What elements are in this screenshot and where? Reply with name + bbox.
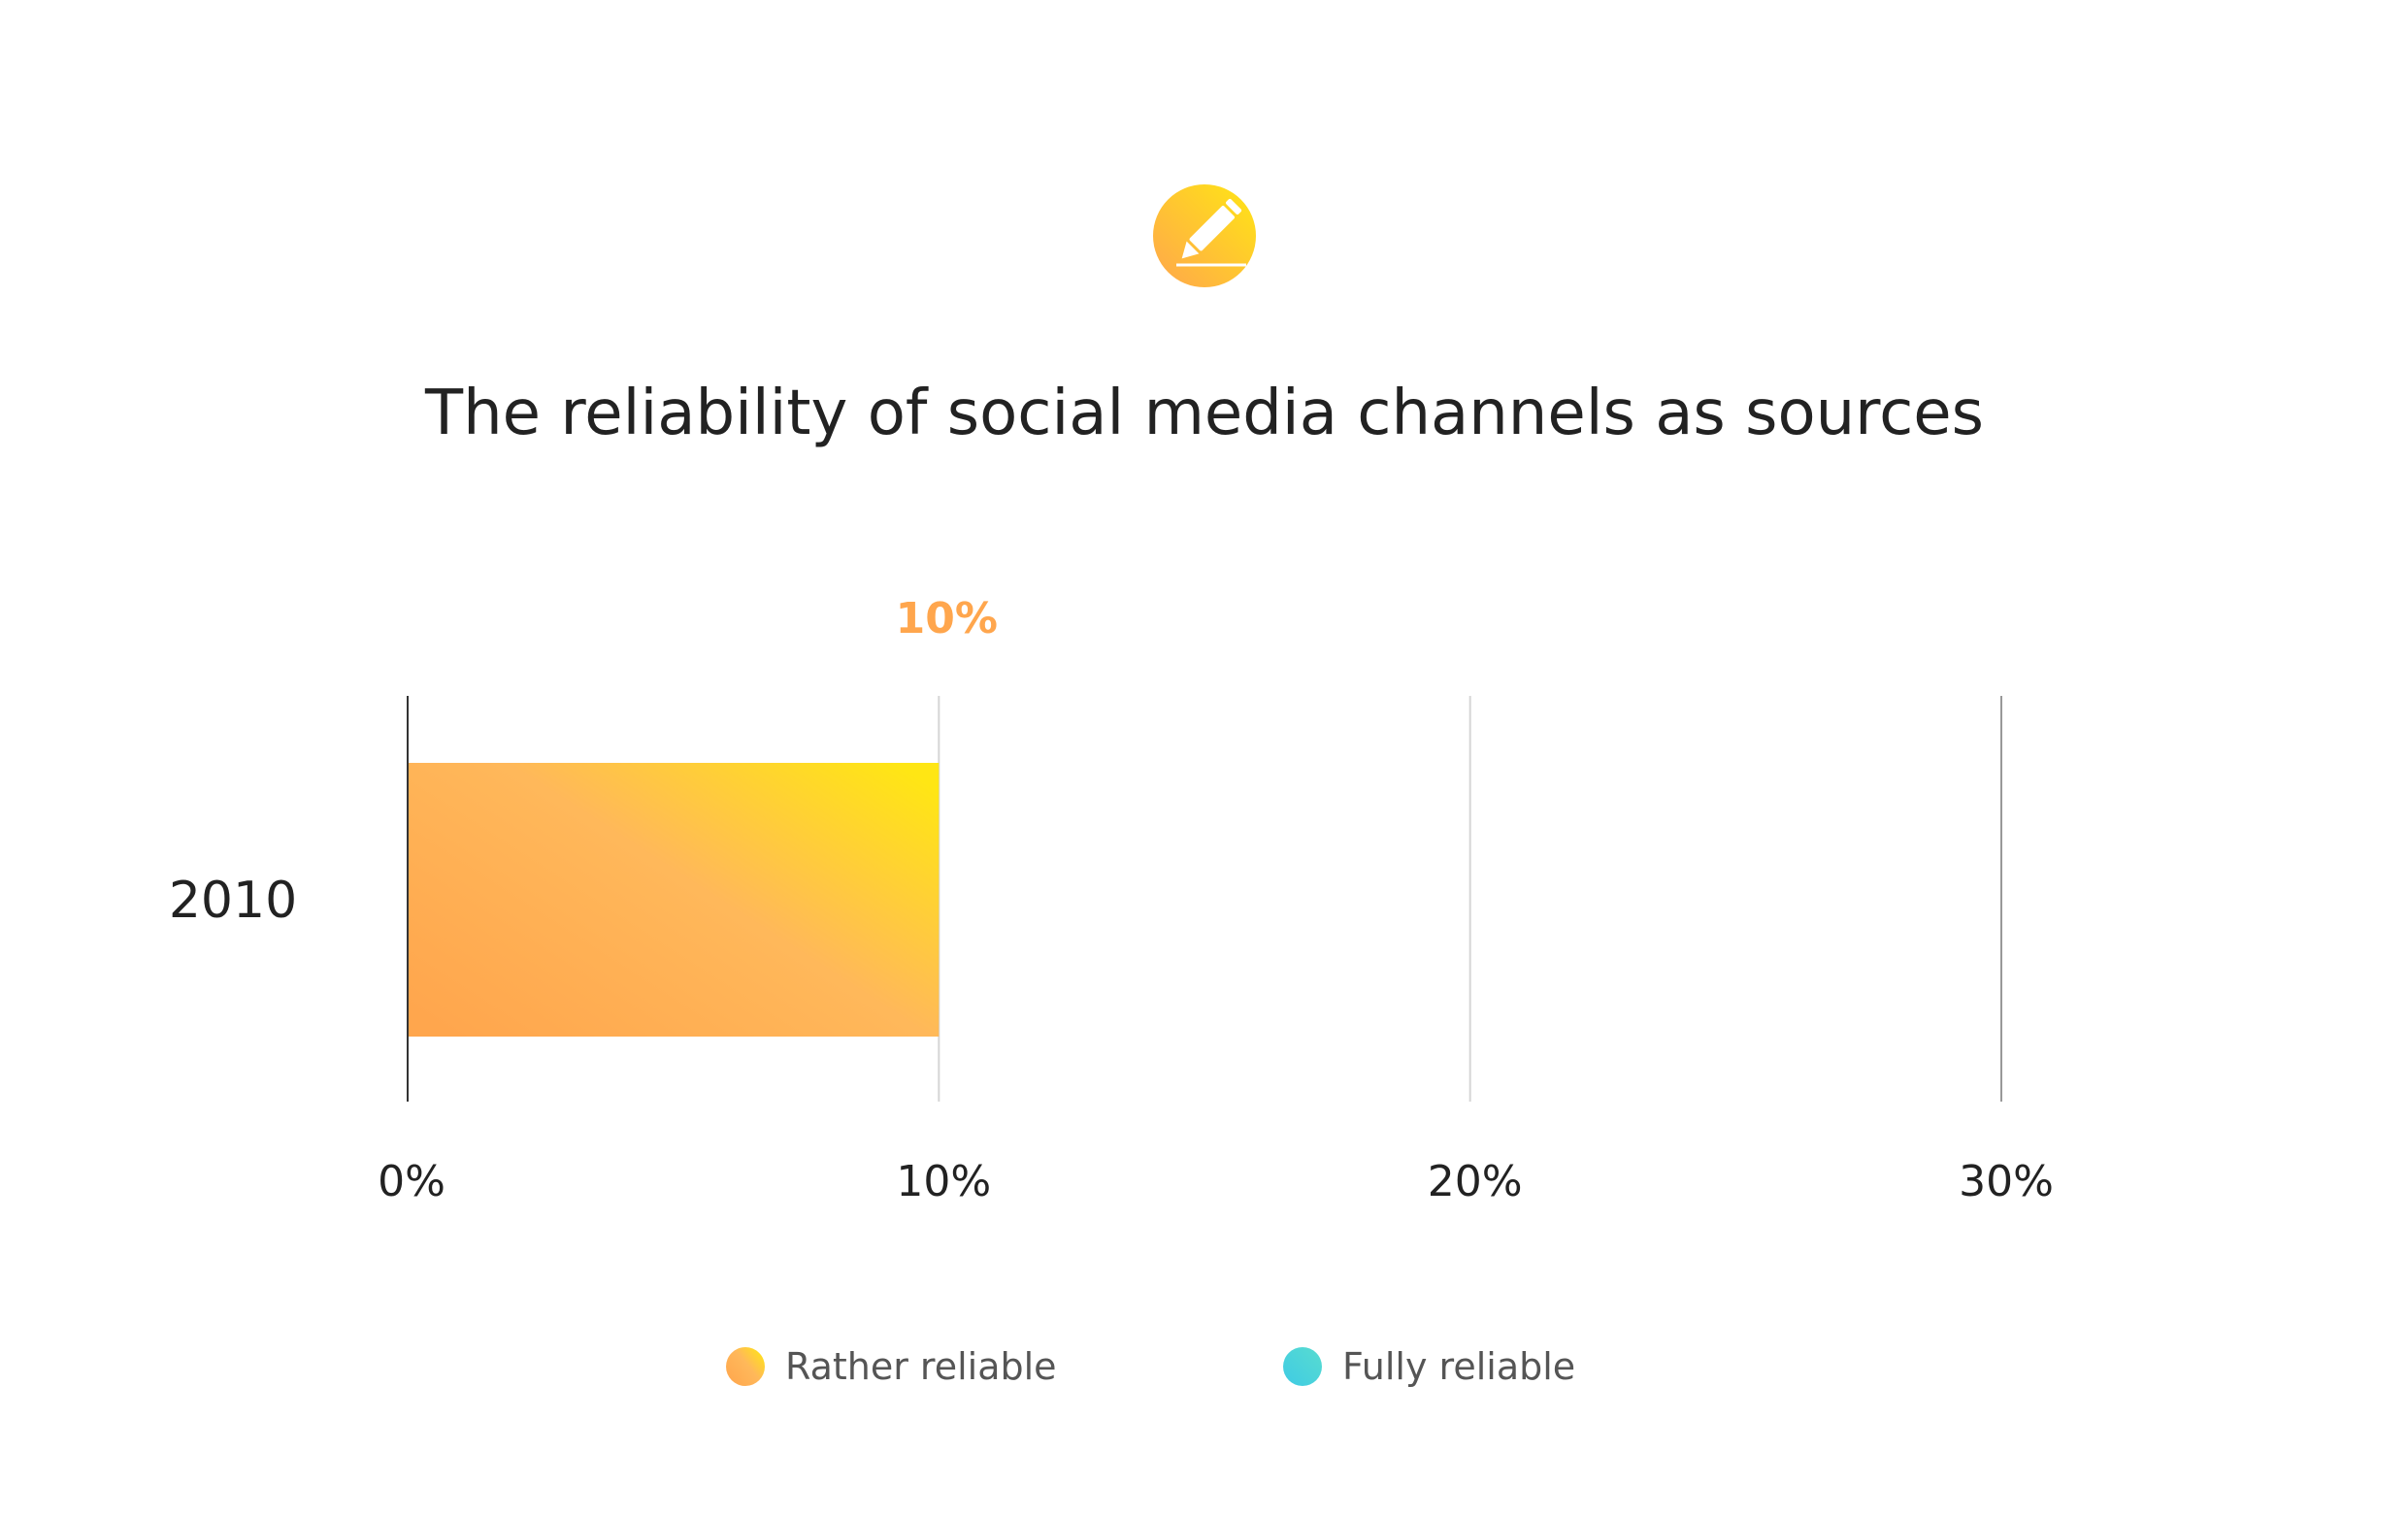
pencil-icon (1153, 184, 1256, 287)
legend-label-rather-reliable: Rather reliable (785, 1345, 1057, 1388)
x-tick-label: 10% (896, 1157, 991, 1206)
data-label: 10% (896, 594, 998, 643)
bar-rather-reliable-2010 (409, 763, 940, 1037)
x-tick-label: 0% (378, 1157, 445, 1206)
legend-swatch-fully-reliable (1283, 1347, 1322, 1386)
chart-title: The reliability of social media channels… (424, 378, 1984, 449)
x-tick-label: 20% (1428, 1157, 1523, 1206)
category-label: 2010 (169, 872, 297, 930)
legend-label-fully-reliable: Fully reliable (1342, 1345, 1575, 1388)
x-tick-label: 30% (1959, 1157, 2054, 1206)
legend-swatch-rather-reliable (726, 1347, 765, 1386)
